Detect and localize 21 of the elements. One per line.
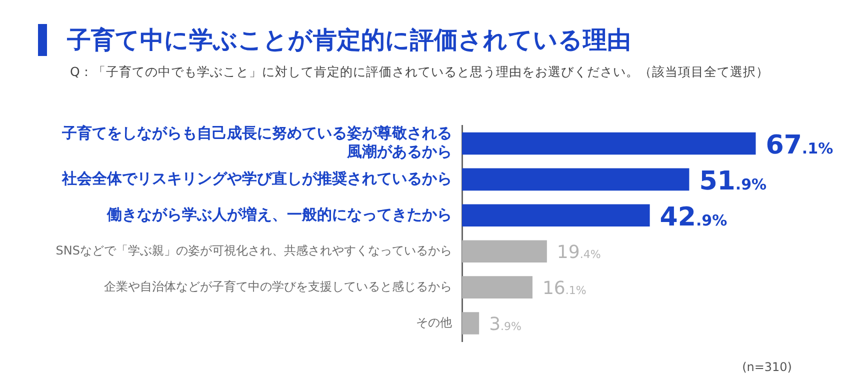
y-tick-label: 社会全体でリスキリングや学び直しが推奨されているから: [61, 169, 452, 188]
data-label: 42.9%: [660, 202, 728, 232]
y-tick-label: SNSなどで「学ぶ親」の姿が可視化され、共感されやすくなっているから: [56, 243, 452, 258]
bar: [462, 168, 690, 191]
data-label: 16.1%: [542, 278, 586, 300]
chart-subtitle: Q：「子育ての中でも学ぶこと」に対して肯定的に評価されていると思う理由をお選びください。（該当項目全て選択）: [69, 63, 770, 81]
y-tick-label: 子育てをしながらも自己成長に努めている姿が尊敬される風潮があるから: [61, 124, 452, 161]
bar: [462, 132, 756, 155]
bar: [462, 204, 650, 227]
y-tick-label: その他: [416, 315, 452, 330]
y-tick-label: 企業や自治体などが子育て中の学びを支援していると感じるから: [104, 279, 452, 294]
bar: [462, 240, 547, 262]
y-tick-label: 働きながら学ぶ人が増え、一般的になってきたから: [106, 205, 452, 224]
bar: [462, 312, 480, 334]
data-label: 67.1%: [766, 130, 834, 160]
chart-title: 子育て中に学ぶことが肯定的に評価されている理由: [67, 25, 631, 56]
text: (n=310): [742, 360, 792, 374]
bar: [462, 276, 532, 298]
data-label: 3.9%: [489, 314, 522, 336]
data-label: 19.4%: [556, 242, 601, 264]
data-label: 51.9%: [699, 166, 767, 196]
